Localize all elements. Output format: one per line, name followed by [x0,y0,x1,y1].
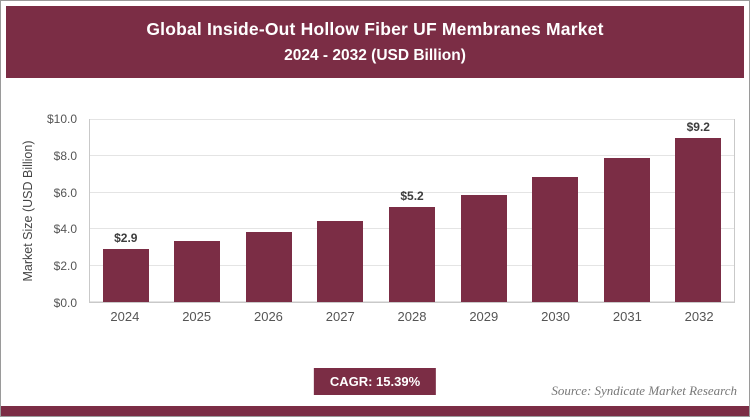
bar-slot-2032: $9.2 [663,120,735,302]
bar-slot-2029 [448,120,520,302]
bar-slot-2025 [162,120,234,302]
bar-slot-2024: $2.9 [90,120,162,302]
gridline-10 [90,119,734,120]
bar-slot-2030 [519,120,591,302]
x-axis-label-2026: 2026 [253,309,283,324]
x-axis-label-2030: 2030 [541,309,571,324]
x-axis-label-2031: 2031 [612,309,642,324]
bar-2030 [532,177,579,302]
gridline-8 [90,155,734,157]
gridline-6 [90,191,734,193]
bar-series: $2.9 $5.2 $9.2 [90,120,734,302]
x-axis-label-2028: 2028 [397,309,427,324]
bar-slot-2031 [591,120,663,302]
chart-title-line2: 2024 - 2032 (USD Billion) [284,47,466,64]
bar-slot-2026 [233,120,305,302]
bar-2028 [389,207,436,302]
bar-value-label-2032: $9.2 [686,120,710,134]
chart-title-line1: Global Inside-Out Hollow Fiber UF Membra… [146,19,604,39]
y-tick-label: $6.0 [53,185,77,200]
bar-2027 [317,221,364,302]
x-axis-label-2032: 2032 [684,309,714,324]
y-tick-label: $8.0 [53,148,77,163]
x-axis-label-2029: 2029 [469,309,499,324]
bar-2029 [460,194,507,302]
y-tick-label: $10.0 [46,112,77,126]
y-tick-label: $4.0 [53,222,77,237]
x-axis-label-2024: 2024 [110,309,140,324]
y-tick-label: $0.0 [53,296,77,310]
bar-2031 [603,158,650,302]
cagr-badge: CAGR: 15.39% [313,368,437,395]
bar-slot-2027 [305,120,377,302]
bar-value-label-2024: $2.9 [114,231,138,246]
bar-2024 [102,249,149,302]
x-axis-label-2025: 2025 [182,309,212,324]
bar-slot-2028: $5.2 [376,120,448,302]
bar-2032 [675,138,722,302]
bar-value-label-2028: $5.2 [400,189,424,204]
y-axis-tick-labels: $0.0 $2.0 $4.0 $6.0 $8.0 $10.0 [1,112,85,310]
bottom-accent-strip [1,406,749,416]
chart-header: Global Inside-Out Hollow Fiber UF Membra… [6,6,744,78]
x-axis-labels: 2024 2025 2026 2027 2028 2029 2030 2031 2032 [89,309,735,324]
y-tick-label: $2.0 [53,259,77,274]
bar-2025 [174,241,221,302]
bar-2026 [245,231,292,302]
plot-area: $2.9 $5.2 $9.2 [89,119,735,303]
x-axis-label-2027: 2027 [325,309,355,324]
source-text: Source: Syndicate Market Research [551,383,737,398]
